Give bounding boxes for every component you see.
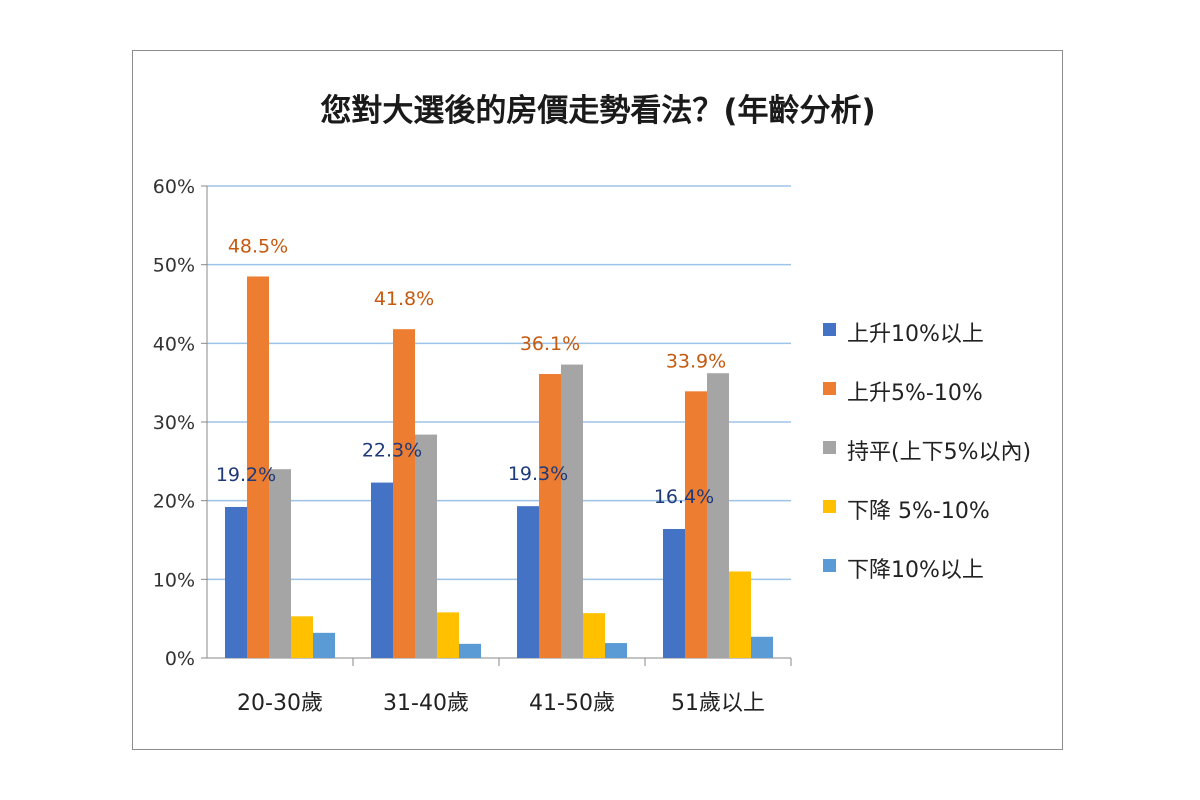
legend-label: 上升10%以上 [847, 322, 984, 347]
bar [459, 643, 481, 658]
legend-label: 上升5%-10% [847, 381, 983, 406]
legend-swatch [823, 441, 836, 454]
x-category-label: 20-30歲 [237, 691, 323, 716]
bar [685, 391, 707, 658]
data-label: 36.1% [520, 333, 580, 355]
y-tick-label: 50% [153, 255, 195, 277]
bar [707, 373, 729, 658]
bar [517, 506, 539, 658]
legend-swatch [823, 559, 836, 572]
bar [561, 364, 583, 658]
x-category-label: 31-40歲 [383, 691, 469, 716]
y-tick-label: 30% [153, 412, 195, 434]
legend-swatch [823, 382, 836, 395]
bar [583, 613, 605, 658]
bar [313, 632, 335, 658]
y-tick-label: 20% [153, 491, 195, 513]
bar [371, 482, 393, 658]
bar [663, 528, 685, 658]
axes: 0% 10% 20% 30% 40% 50% 60% 20-30歲 31-40歲 41-50歲 51… [153, 176, 792, 716]
bar [291, 616, 313, 658]
y-tick-label: 60% [153, 176, 195, 198]
bar [247, 276, 269, 658]
legend-swatch [823, 323, 836, 336]
legend-swatch [823, 500, 836, 513]
chart-title: 您對大選後的房價走勢看法？(年齡分析) [320, 93, 875, 129]
data-labels: 19.2% 22.3% 19.3% 16.4% 48.5% 41.8% 36.1% 33.9% [216, 235, 726, 508]
bar [225, 506, 247, 658]
bar [605, 643, 627, 658]
data-label: 33.9% [666, 350, 726, 372]
y-tick-label: 0% [165, 648, 195, 670]
bar [539, 374, 561, 658]
data-label: 22.3% [362, 440, 422, 462]
y-tick-label: 10% [153, 569, 195, 591]
bar [393, 329, 415, 658]
legend-label: 下降 5%-10% [847, 499, 990, 524]
data-label: 16.4% [654, 486, 714, 508]
bar-chart: 您對大選後的房價走勢看法？(年齡分析) 0% 10% 20% 30% 40% 50% 60%… [153, 93, 1031, 716]
bar [415, 434, 437, 658]
bar [729, 571, 751, 658]
bars [225, 276, 773, 658]
bar [437, 612, 459, 658]
data-label: 41.8% [374, 288, 434, 310]
bar [751, 636, 773, 658]
x-category-label: 51歲以上 [671, 691, 765, 716]
legend-label: 下降10%以上 [847, 558, 984, 583]
bar [269, 469, 291, 658]
chart-frame: 您對大選後的房價走勢看法？(年齡分析) 0% 10% 20% 30% 40% 50% 60%… [132, 50, 1063, 750]
data-label: 19.2% [216, 464, 276, 486]
x-category-label: 41-50歲 [529, 691, 615, 716]
data-label: 48.5% [228, 235, 288, 257]
data-label: 19.3% [508, 463, 568, 485]
legend-label: 持平(上下5%以內) [847, 440, 1031, 465]
y-tick-label: 40% [153, 333, 195, 355]
